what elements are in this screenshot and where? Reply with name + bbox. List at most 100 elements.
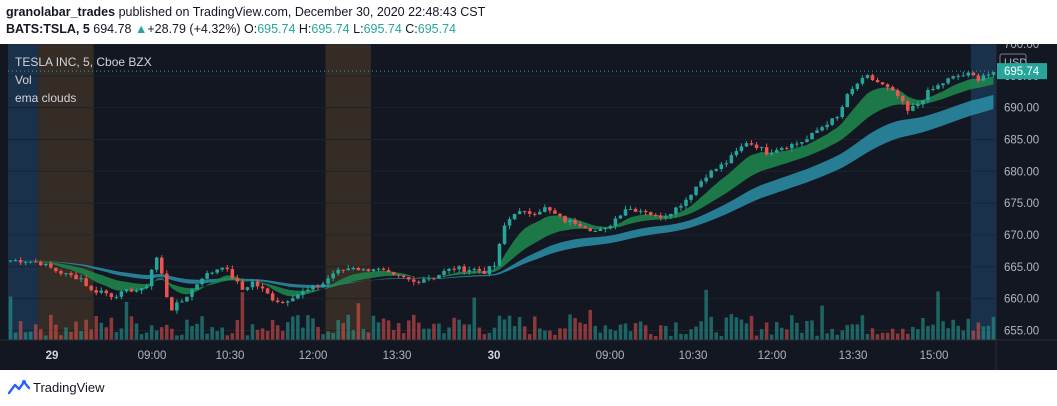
candle-body xyxy=(623,209,628,216)
volume-bar xyxy=(880,332,885,340)
volume-bar xyxy=(432,323,436,340)
volume-bar xyxy=(33,324,38,340)
candle-body xyxy=(195,284,199,290)
volume-bar xyxy=(467,324,471,340)
candle-body xyxy=(603,228,608,230)
candle-body xyxy=(89,285,93,291)
candle-body xyxy=(235,278,240,282)
volume-bar xyxy=(724,317,729,340)
volume-bar xyxy=(225,335,230,340)
volume-bar xyxy=(694,326,698,340)
candle-body xyxy=(376,268,381,270)
volume-bar xyxy=(492,327,497,340)
x-tick-label: 12:00 xyxy=(758,350,787,362)
volume-bar xyxy=(906,333,910,340)
candle-body xyxy=(477,268,482,271)
volume-bar xyxy=(23,332,28,340)
candle-body xyxy=(109,293,114,298)
candle-body xyxy=(149,269,154,287)
candle-body xyxy=(769,152,774,155)
candle-body xyxy=(316,286,320,288)
volume-bar xyxy=(346,314,351,340)
volume-bar xyxy=(28,331,33,340)
volume-bar xyxy=(54,324,58,340)
candle-body xyxy=(986,74,991,76)
price-chart[interactable]: 655.00 660.00 665.00 670.00 675.00 680.00 685.… xyxy=(0,44,1057,370)
candle-body xyxy=(704,177,708,182)
candle-body xyxy=(286,301,290,303)
candle-body xyxy=(563,215,567,223)
candle-body xyxy=(633,208,638,212)
candle-body xyxy=(810,132,814,140)
volume-bar xyxy=(59,335,63,340)
y-tick-label: 660.00 xyxy=(1004,294,1039,306)
candle-body xyxy=(638,210,643,212)
volume-bar xyxy=(442,333,446,340)
volume-bar xyxy=(507,315,512,340)
legend-volume[interactable]: Vol xyxy=(15,73,32,87)
volume-bar xyxy=(381,318,386,340)
volume-bar xyxy=(593,325,598,340)
volume-bar xyxy=(941,321,945,340)
tradingview-logo-icon[interactable] xyxy=(8,379,30,395)
close-value: 695.74 xyxy=(417,22,457,36)
volume-bar xyxy=(331,333,335,340)
volume-bar xyxy=(49,314,53,340)
volume-bar xyxy=(553,334,557,340)
volume-bar xyxy=(376,322,381,340)
candle-body xyxy=(991,72,996,75)
candle-body xyxy=(754,144,759,149)
candle-body xyxy=(104,290,109,294)
author-name[interactable]: granolabar_trades xyxy=(6,5,116,19)
volume-bar xyxy=(215,331,219,340)
symbol-label: BATS:TSLA, 5 xyxy=(6,22,90,36)
candle-body xyxy=(981,75,986,81)
volume-bar xyxy=(154,330,159,340)
volume-bar xyxy=(739,319,744,340)
candle-body xyxy=(684,199,688,206)
candle-body xyxy=(719,164,724,170)
y-tick-label: 675.00 xyxy=(1004,198,1039,210)
candle-body xyxy=(553,210,557,214)
candle-body xyxy=(709,170,713,178)
x-tick-label: 12:00 xyxy=(299,350,328,362)
volume-bar xyxy=(653,335,658,340)
volume-bar xyxy=(417,322,421,340)
volume-bar xyxy=(371,315,376,340)
volume-bar xyxy=(512,326,517,340)
candle-body xyxy=(190,289,194,297)
price-scale xyxy=(996,44,1057,370)
volume-bar xyxy=(971,330,976,340)
tradingview-brand[interactable]: TradingView xyxy=(33,380,105,395)
candle-body xyxy=(487,266,492,274)
volume-bar xyxy=(447,327,451,340)
volume-bar xyxy=(165,324,169,340)
volume-bar xyxy=(618,324,623,340)
chart-area[interactable]: 655.00 660.00 665.00 670.00 675.00 680.00 685.… xyxy=(0,44,1057,370)
candle-body xyxy=(976,75,981,81)
candle-body xyxy=(648,212,653,215)
open-value: 695.74 xyxy=(257,22,296,36)
candle-body xyxy=(94,290,98,293)
close-label: C: xyxy=(405,22,418,36)
candle-body xyxy=(336,269,340,274)
candle-body xyxy=(558,213,562,216)
candle-body xyxy=(200,278,204,285)
volume-bar xyxy=(679,333,683,340)
volume-bar xyxy=(280,330,285,340)
volume-bar xyxy=(255,329,260,340)
volume-bar xyxy=(981,326,986,340)
volume-bar xyxy=(558,328,562,340)
candle-body xyxy=(502,225,507,244)
volume-bar xyxy=(139,334,144,340)
volume-bar xyxy=(265,330,270,340)
volume-bar xyxy=(170,328,174,340)
legend-indicator[interactable]: ema clouds xyxy=(15,91,77,105)
legend-title: TESLA INC, 5, Cboe BZX xyxy=(15,55,152,69)
volume-bar xyxy=(250,324,255,340)
candle-body xyxy=(351,267,356,269)
candle-body xyxy=(628,208,633,210)
candle-body xyxy=(301,291,305,295)
volume-bar xyxy=(114,332,119,340)
candle-body xyxy=(467,270,471,272)
